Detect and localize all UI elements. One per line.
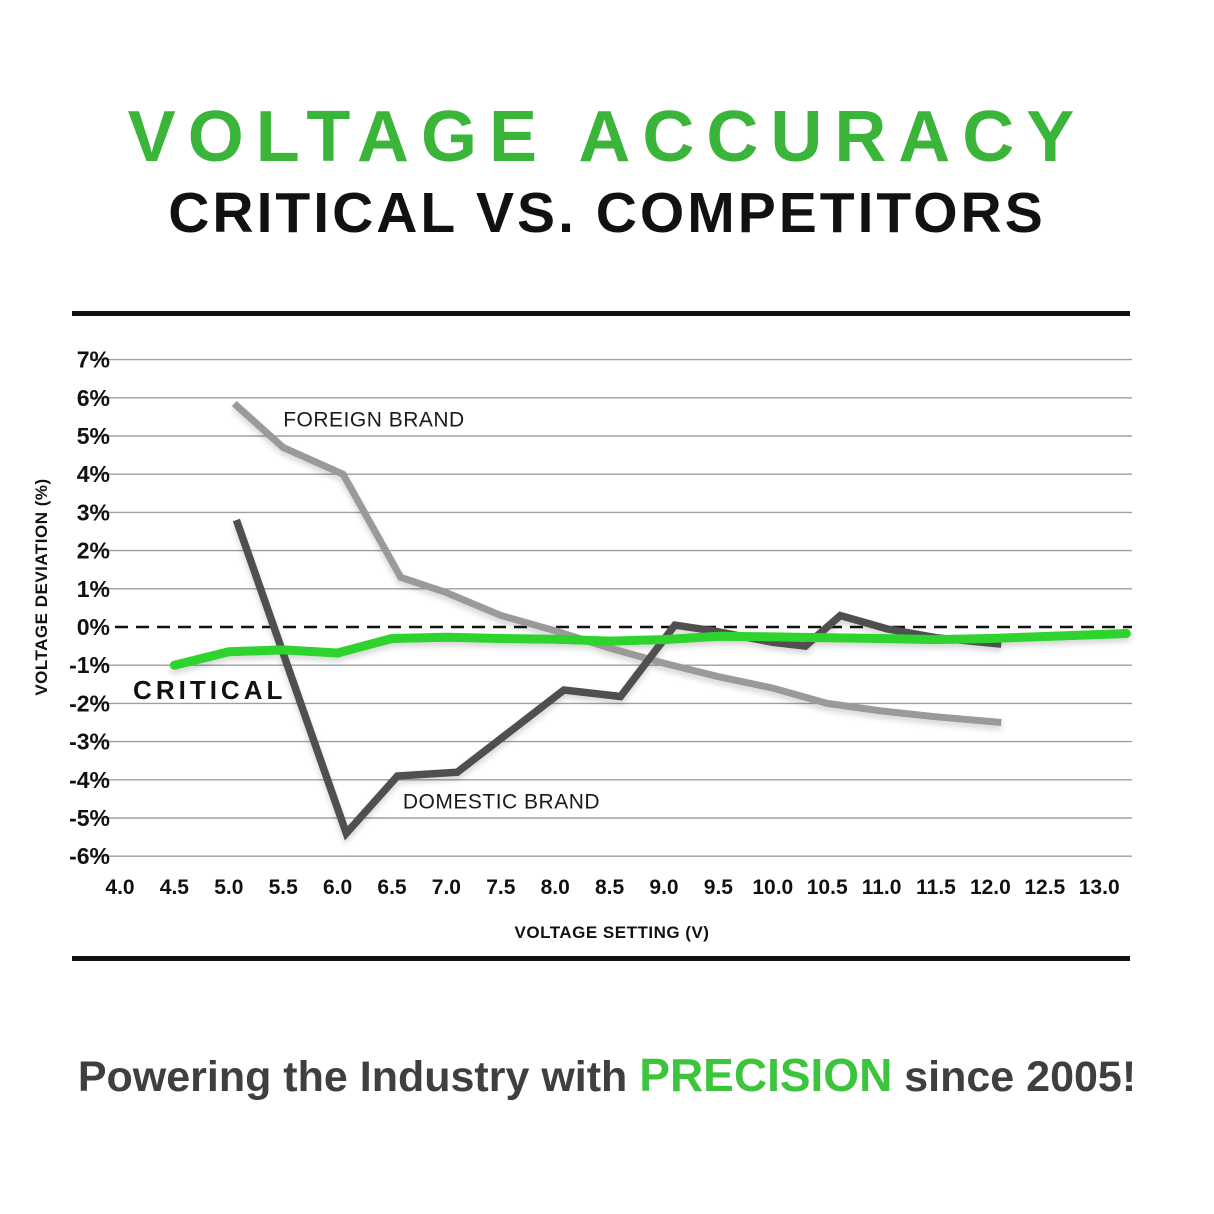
- tagline: Powering the Industry with PRECISION sin…: [0, 1048, 1214, 1102]
- y-axis-tick-label: 1%: [77, 576, 110, 602]
- series-label-plain: FOREIGN BRAND: [283, 408, 465, 431]
- series-line-foreign-brand: [231, 400, 1002, 726]
- y-axis-tick-label: -4%: [69, 767, 110, 793]
- page-title: VOLTAGE ACCURACY: [127, 97, 1087, 177]
- y-axis-tick-label: -2%: [69, 690, 110, 716]
- tagline-prefix: Powering the Industry with: [77, 1053, 640, 1101]
- series-lines: [169, 400, 1131, 841]
- x-axis-title: VOLTAGE SETTING (V): [515, 923, 710, 942]
- tagline-highlight: PRECISION: [639, 1049, 893, 1101]
- x-axis-tick-label: 5.5: [269, 876, 299, 899]
- y-axis-tick-label: 2%: [77, 538, 110, 564]
- y-axis-tick-label: 6%: [77, 385, 110, 411]
- y-axis-tick-label: -5%: [69, 805, 110, 831]
- series-label-plain: DOMESTIC BRAND: [403, 790, 600, 813]
- x-axis-tick-label: 4.0: [105, 876, 134, 899]
- x-axis-tick-label: 9.0: [649, 876, 678, 899]
- x-axis-tick-label: 6.5: [377, 876, 407, 899]
- y-axis-tick-label: -1%: [69, 652, 110, 678]
- y-axis-title: VOLTAGE DEVIATION (%): [32, 478, 51, 695]
- x-axis-tick-label: 13.0: [1079, 876, 1120, 899]
- series-label-techno: CRITICAL: [133, 675, 286, 705]
- y-axis-tick-label: -3%: [69, 729, 110, 755]
- x-axis-tick-label: 9.5: [704, 876, 734, 899]
- series-line-domestic-brand: [232, 518, 1002, 841]
- x-axis-tick-label: 4.5: [160, 876, 190, 899]
- bottom-rule: [72, 956, 1130, 961]
- x-axis-tick-label: 8.5: [595, 876, 625, 899]
- top-rule: [72, 311, 1130, 316]
- tagline-suffix: since 2005!: [892, 1053, 1137, 1101]
- y-axis-tick-label: 0%: [77, 614, 110, 640]
- x-axis-tick-label: 12.5: [1024, 876, 1065, 899]
- x-axis-tick-label: 5.0: [214, 876, 243, 899]
- x-axis-tick-label: 11.0: [862, 876, 902, 899]
- y-axis-tick-label: 3%: [77, 499, 110, 525]
- page-subtitle: CRITICAL VS. COMPETITORS: [168, 181, 1046, 245]
- x-axis-tick-label: 10.0: [752, 876, 793, 899]
- y-axis-tick-label: -6%: [69, 843, 110, 869]
- x-axis-tick-label: 7.5: [486, 876, 516, 899]
- y-axis-tick-label: 5%: [77, 423, 110, 449]
- x-axis-tick-label: 8.0: [541, 876, 570, 899]
- voltage-accuracy-chart: 7% 6% 5% 4% 3% 2% 1% 0% -1% -2% -3% -4% -5% -6% 4.0 4.5…: [32, 311, 1132, 961]
- y-axis-tick-label: 7%: [77, 347, 110, 373]
- x-axis-tick-label: 7.0: [432, 876, 461, 899]
- x-axis-tick-label: 11.5: [916, 876, 956, 899]
- y-axis-tick-label: 4%: [77, 461, 110, 487]
- x-axis-tick-label: 10.5: [807, 876, 848, 899]
- series-line-critical: [169, 629, 1131, 670]
- x-axis-tick-label: 6.0: [323, 876, 352, 899]
- x-axis-tick-label: 12.0: [970, 876, 1011, 899]
